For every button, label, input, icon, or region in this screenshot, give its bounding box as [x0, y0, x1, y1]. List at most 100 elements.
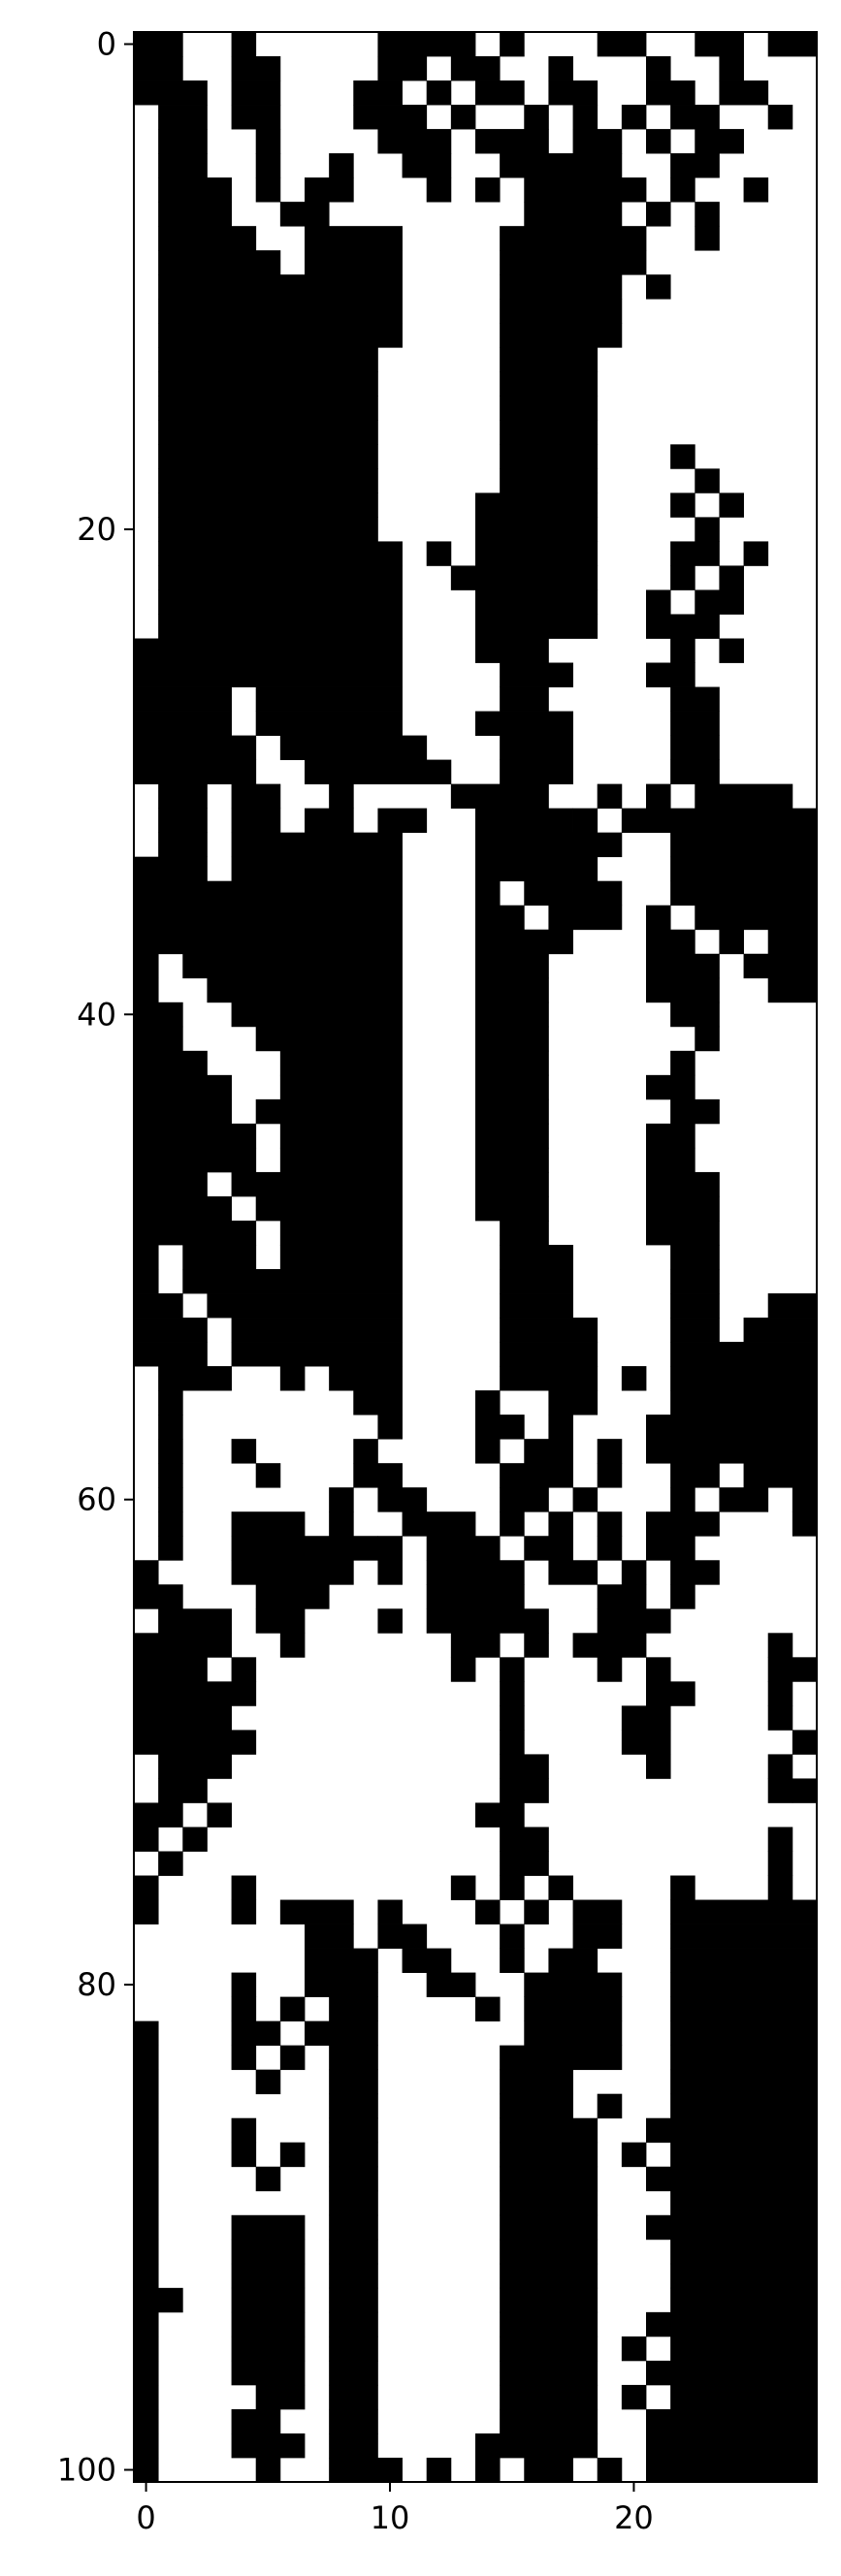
heatmap-cell-run	[500, 420, 598, 445]
heatmap-cell-run	[621, 2142, 647, 2168]
heatmap-cell-run	[475, 880, 501, 906]
heatmap-cell-run	[475, 80, 525, 106]
heatmap-cell-run	[524, 202, 623, 227]
heatmap-cell-run	[329, 2142, 378, 2168]
heatmap-cell-run	[182, 1244, 257, 1270]
heatmap-cell-run	[231, 56, 281, 81]
heatmap-cell-run	[329, 1996, 378, 2022]
heatmap-cell-run	[255, 1584, 330, 1609]
heatmap-cell-run	[329, 1487, 354, 1512]
heatmap-cell-run	[500, 274, 623, 300]
heatmap-cell-run	[475, 808, 573, 834]
heatmap-cell-run	[158, 1390, 183, 1415]
heatmap-cell-run	[767, 1827, 793, 1852]
heatmap-cell-run	[377, 129, 452, 154]
heatmap-cell-run	[134, 1171, 208, 1197]
heatmap-cell-run	[500, 1657, 525, 1682]
heatmap-cell-run	[646, 1536, 695, 1561]
heatmap-cell-run	[475, 1415, 525, 1440]
heatmap-cell-run	[743, 177, 769, 203]
heatmap-cell-run	[279, 1996, 306, 2022]
heatmap-cell-run	[500, 2239, 598, 2265]
heatmap-cell-run	[621, 808, 818, 834]
heatmap-cell-run	[475, 1123, 549, 1149]
heatmap-cell-run	[305, 808, 354, 834]
heatmap-cell-run	[792, 1487, 818, 1512]
heatmap-cell-run	[353, 1439, 378, 1464]
heatmap-cell-run	[500, 2336, 598, 2362]
heatmap-cell-run	[329, 783, 354, 810]
heatmap-cell-run	[646, 2311, 818, 2337]
heatmap-cell-run	[597, 1584, 647, 1609]
heatmap-cell-run	[426, 80, 452, 106]
heatmap-cell-run	[158, 517, 378, 542]
heatmap-cell-run	[134, 2336, 159, 2362]
heatmap-cell-run	[134, 1318, 208, 1343]
heatmap-cell-run	[329, 2166, 378, 2192]
heatmap-cell-run	[158, 250, 281, 275]
heatmap-cell-run	[792, 1778, 818, 1803]
heatmap-cell-run	[646, 2433, 818, 2459]
heatmap-cell-run	[231, 2408, 281, 2434]
heatmap-cell-run	[134, 2093, 159, 2119]
heatmap-cell-run	[670, 1269, 720, 1294]
heatmap-cell-run	[646, 1147, 695, 1173]
heatmap-cell-run	[792, 1511, 818, 1537]
heatmap-cell-run	[670, 444, 695, 469]
plot-frame	[133, 31, 818, 2483]
heatmap-cell-run	[670, 1098, 720, 1125]
y-axis: 0 20 40 60 80 100	[57, 26, 134, 2488]
heatmap-cell-run	[402, 153, 452, 178]
heatmap-cell-run	[670, 759, 720, 785]
y-tick-label: 0	[97, 26, 116, 63]
heatmap-cell-run	[134, 1899, 159, 1924]
heatmap-cell-run	[134, 2457, 159, 2483]
heatmap-cell-run	[158, 783, 208, 810]
heatmap-cell-run	[695, 589, 744, 615]
heatmap-cell-run	[329, 2287, 378, 2313]
heatmap-cell-run	[475, 1098, 549, 1125]
heatmap-cell-run	[548, 1875, 573, 1900]
heatmap-cell-run	[305, 177, 354, 203]
heatmap-cell-run	[767, 1754, 793, 1779]
heatmap-cell-run	[134, 1705, 232, 1731]
heatmap-cell-run	[719, 493, 744, 518]
heatmap-cell-run	[475, 177, 501, 203]
heatmap-cell-run	[743, 1463, 818, 1488]
heatmap-cell-run	[402, 1948, 452, 1973]
heatmap-cell-run	[475, 929, 573, 955]
heatmap-cell-run	[670, 1318, 720, 1343]
heatmap-cell-run	[134, 2263, 159, 2289]
heatmap-cell-run	[231, 1972, 257, 1998]
heatmap-cell-run	[646, 1123, 695, 1149]
heatmap-cell-run	[329, 1366, 403, 1391]
heatmap-cell-run	[426, 1584, 525, 1609]
heatmap-cell-run	[524, 1536, 573, 1561]
heatmap-cell-run	[158, 105, 208, 130]
heatmap-cell-run	[646, 1415, 818, 1440]
heatmap-cell-run	[231, 2142, 257, 2168]
heatmap-cell-run	[500, 2360, 598, 2386]
heatmap-cell-run	[475, 953, 549, 979]
heatmap-cell-run	[134, 953, 159, 979]
heatmap-cell-run	[158, 347, 378, 372]
heatmap-cell-run	[134, 1269, 159, 1294]
heatmap-cell-run	[670, 177, 695, 203]
heatmap-cell-run	[134, 1293, 183, 1319]
heatmap-cell-run	[524, 1996, 623, 2022]
heatmap-cell-run	[279, 2045, 306, 2071]
heatmap-cell-run	[305, 759, 452, 785]
heatmap-cell-run	[255, 153, 281, 178]
heatmap-cell-run	[621, 1366, 647, 1391]
heatmap-cell-run	[670, 1390, 818, 1415]
heatmap-cell-run	[500, 1318, 598, 1343]
heatmap-cell-run	[231, 1657, 257, 1682]
heatmap-cell-run	[450, 1633, 501, 1658]
heatmap-cell-run	[255, 1026, 403, 1052]
heatmap-cell-run	[255, 2457, 281, 2483]
heatmap-cell-run	[134, 1002, 183, 1028]
heatmap-cell-run	[134, 1026, 183, 1052]
heatmap-cell-run	[377, 808, 428, 834]
heatmap-cell-run	[646, 2457, 818, 2483]
heatmap-cell-run	[548, 1948, 598, 1973]
